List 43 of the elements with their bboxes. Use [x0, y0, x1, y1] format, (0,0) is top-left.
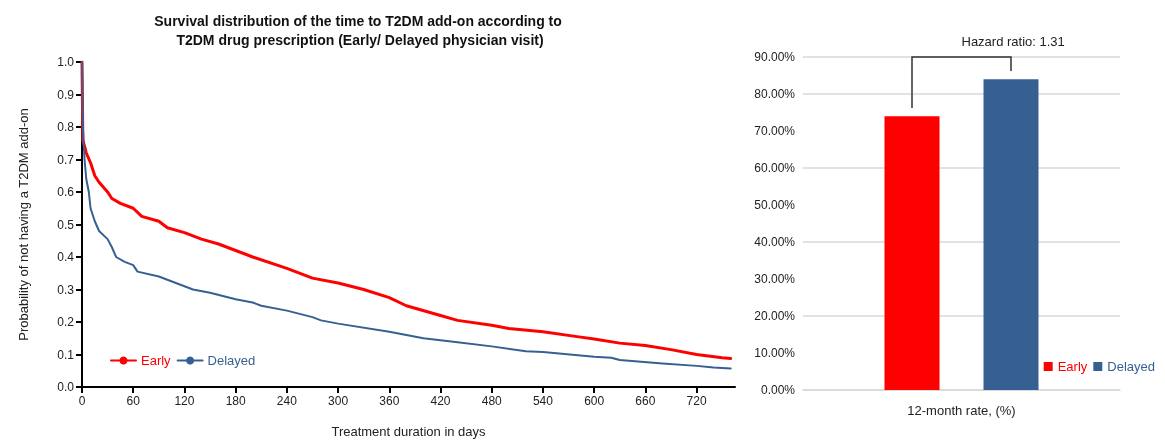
- text: Hazard ratio: 1.31: [961, 34, 1065, 50]
- x-tick-label: 660: [635, 394, 656, 408]
- x-tick-label: 540: [532, 394, 554, 408]
- y-axis-title: Probability of not having a T2DM add-on: [16, 108, 31, 341]
- y-tick-label: 0.4: [57, 250, 75, 264]
- y-tick-label: 0.7: [57, 152, 75, 167]
- x-tick-label: 12-month rate, (%): [907, 403, 1016, 418]
- y-tick-label: 80.00%: [754, 87, 796, 101]
- y-tick-label: 70.00%: [754, 124, 796, 138]
- y-tick-label: 10.00%: [754, 346, 796, 360]
- x-tick-label: 420: [430, 394, 451, 408]
- x-tick-label: 60: [126, 394, 141, 408]
- y-tick-label: 60.00%: [754, 161, 796, 175]
- legend-label: Delayed: [207, 353, 256, 368]
- y-tick-label: 20.00%: [754, 309, 796, 323]
- x-tick-label: 480: [481, 394, 503, 408]
- y-tick-label: 1.0: [57, 55, 75, 69]
- x-tick-label: 120: [174, 394, 195, 408]
- x-axis-title: Treatment duration in days: [331, 424, 487, 439]
- y-tick-label: 90.00%: [754, 50, 796, 64]
- y-tick-label: 50.00%: [754, 198, 796, 212]
- y-tick-label: 0.3: [57, 282, 75, 297]
- y-tick-label: 0.00%: [760, 383, 796, 397]
- x-tick-label: 600: [584, 394, 605, 408]
- legend-label: Early: [141, 353, 172, 368]
- x-tick-label: 720: [686, 394, 707, 408]
- y-tick-label: 0.2: [57, 315, 75, 329]
- y-tick-label: 0.9: [57, 87, 75, 102]
- legend-label: Early: [1057, 359, 1088, 374]
- y-tick-label: 40.00%: [754, 235, 796, 249]
- y-tick-label: 0.8: [57, 120, 75, 134]
- x-tick-label: 240: [276, 394, 298, 408]
- y-tick-label: 0.5: [57, 217, 75, 232]
- y-tick-label: 30.00%: [754, 272, 796, 286]
- chart-title: Survival distribution of the time to T2DM add-on according to T2DM drug prescription (Early/ Delayed physician visit): [154, 12, 566, 48]
- y-tick-label: 0.1: [57, 347, 75, 362]
- x-tick-label: 0: [78, 394, 86, 408]
- x-tick-label: 360: [379, 394, 400, 408]
- legend-label: Delayed: [1107, 359, 1156, 374]
- y-tick-label: 0.0: [57, 380, 75, 394]
- y-tick-label: 0.6: [57, 185, 75, 199]
- x-tick-label: 300: [328, 394, 349, 408]
- x-tick-label: 180: [225, 394, 246, 408]
